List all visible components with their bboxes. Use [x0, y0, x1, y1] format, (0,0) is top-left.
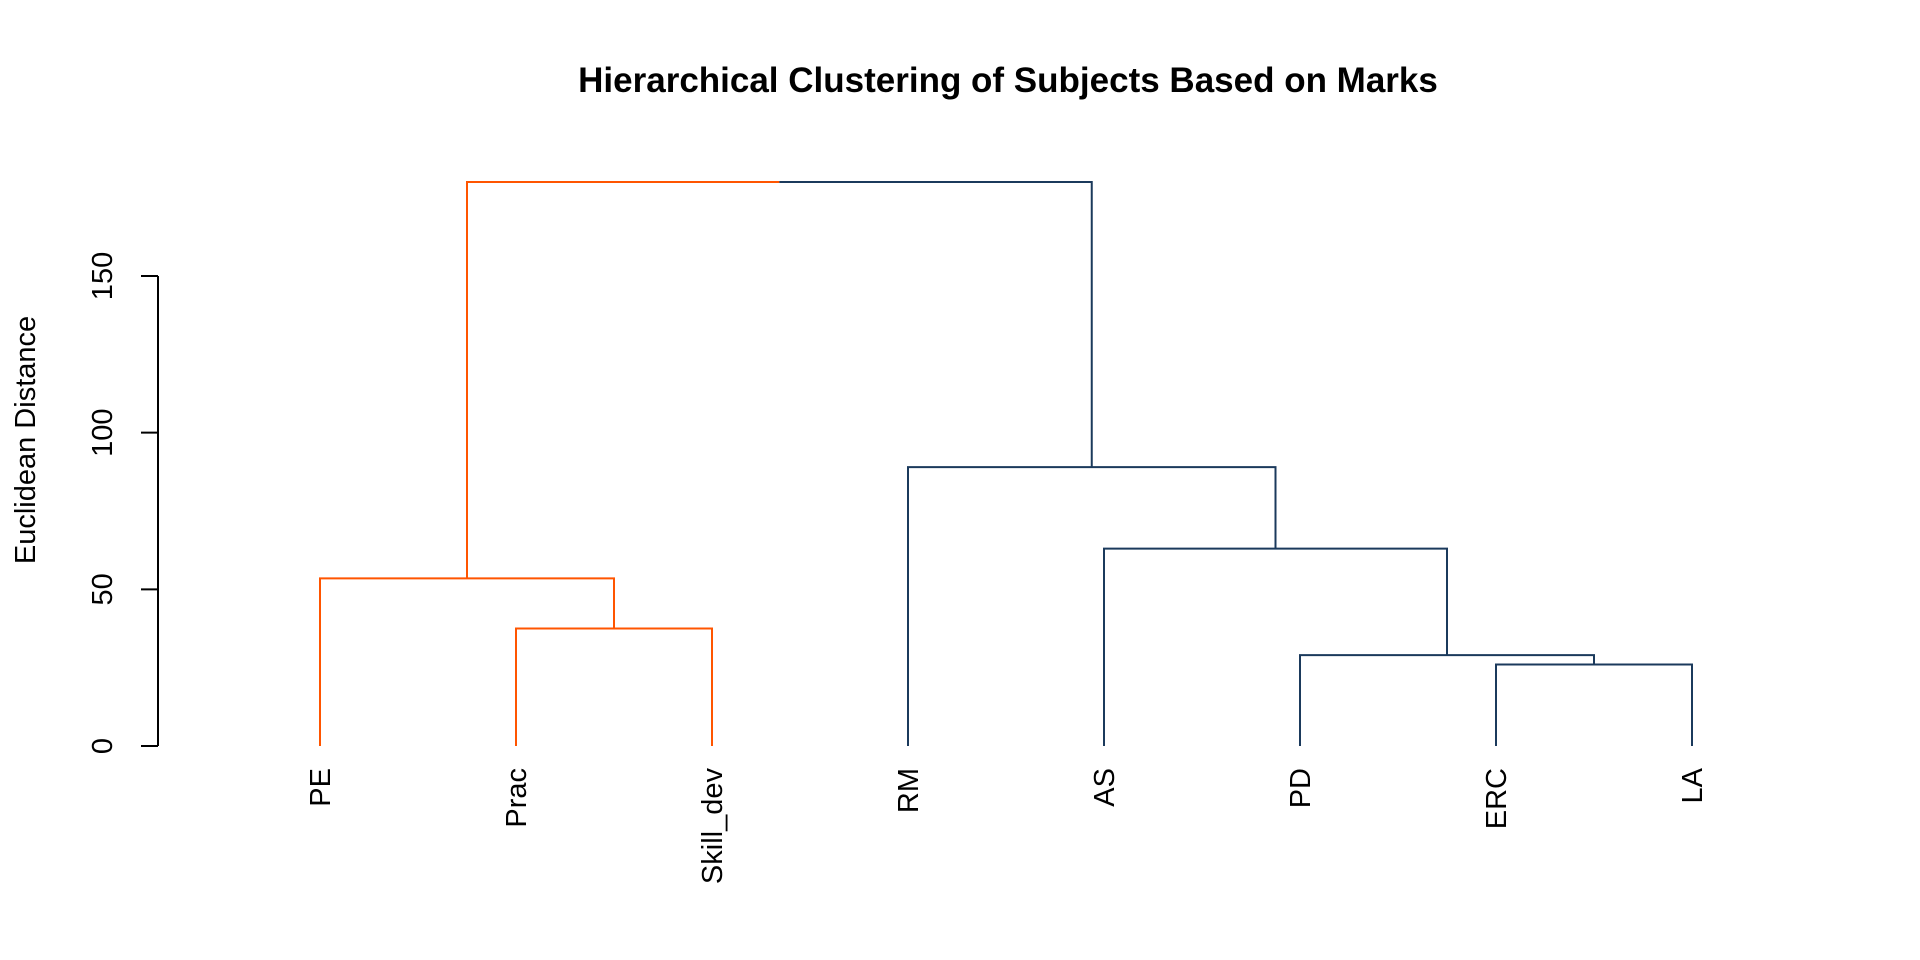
- y-tick-label: 50: [87, 573, 119, 605]
- leaf-label: Prac: [501, 768, 533, 828]
- leaf-label: LA: [1677, 767, 1709, 803]
- leaf-label: Skill_dev: [697, 768, 729, 885]
- y-tick-label: 0: [87, 738, 119, 754]
- dendrogram-link: [466, 181, 780, 579]
- leaf-label: RM: [893, 768, 925, 813]
- dendrogram-links: [319, 181, 1693, 746]
- leaf-label: PD: [1285, 768, 1317, 808]
- y-tick-label: 100: [87, 408, 119, 456]
- leaf-labels: PE Prac Skill_dev RM AS PD ERC LA: [305, 767, 1709, 884]
- dendrogram-link: [515, 627, 713, 746]
- y-tick-label: 150: [87, 252, 119, 300]
- y-axis-label: Euclidean Distance: [10, 316, 42, 564]
- dendrogram-link: [1495, 663, 1693, 746]
- dendrogram-link: [1103, 547, 1448, 746]
- leaf-label: ERC: [1481, 768, 1513, 829]
- chart-title: Hierarchical Clustering of Subjects Base…: [578, 61, 1438, 100]
- dendrogram-link: [779, 181, 1093, 468]
- leaf-label: AS: [1089, 768, 1121, 807]
- dendrogram-link: [907, 466, 1277, 746]
- dendrogram-link: [1299, 654, 1595, 746]
- dendrogram-link: [319, 577, 615, 746]
- y-axis: 0 50 100 150: [87, 252, 159, 754]
- leaf-label: PE: [305, 768, 337, 807]
